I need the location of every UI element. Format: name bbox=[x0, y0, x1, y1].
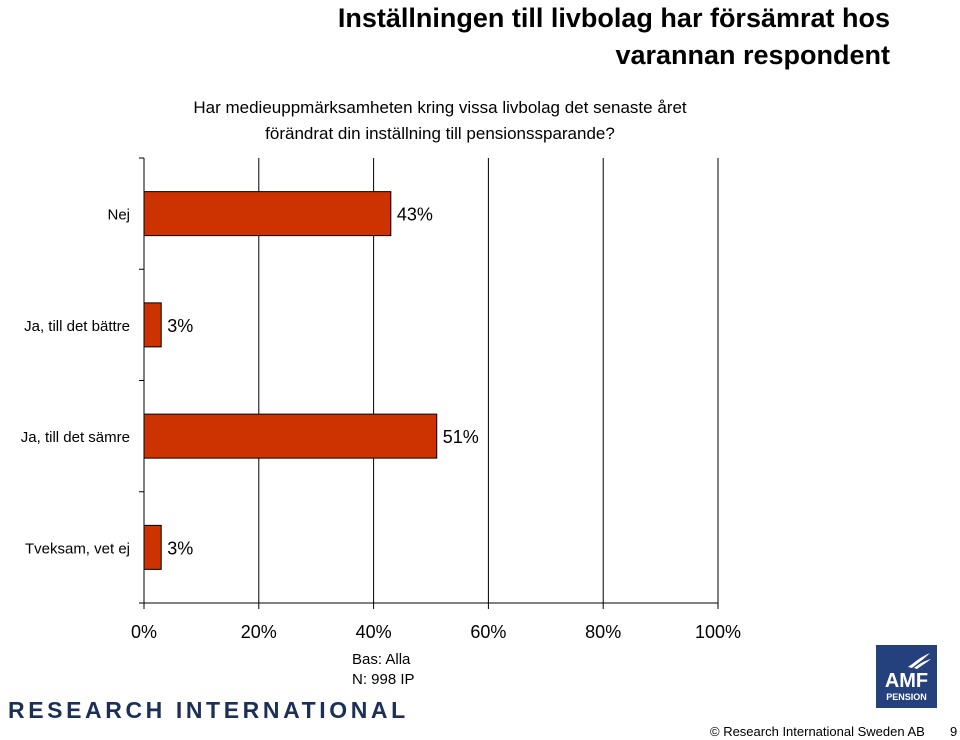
bar bbox=[143, 191, 392, 237]
category-label: Ja, till det sämre bbox=[21, 429, 130, 446]
base-line1: Bas: Alla bbox=[352, 651, 411, 668]
chart-subtitle-line1: Har medieuppmärksamheten kring vissa liv… bbox=[193, 98, 687, 117]
x-tick-label: 80% bbox=[585, 622, 621, 642]
value-label: 51% bbox=[443, 427, 479, 447]
x-tick-label: 60% bbox=[470, 622, 506, 642]
chart-title: Inställningen till livbolag har försämra… bbox=[130, 0, 890, 74]
chart-title-line1: Inställningen till livbolag har försämra… bbox=[337, 3, 890, 33]
base-line2: N: 998 IP bbox=[352, 671, 415, 688]
swoosh-icon bbox=[908, 653, 931, 669]
bar bbox=[143, 302, 162, 348]
page-number: 9 bbox=[950, 724, 958, 739]
chart-subtitle: Har medieuppmärksamheten kring vissa liv… bbox=[130, 95, 750, 147]
value-label: 3% bbox=[167, 316, 193, 336]
category-label: Nej bbox=[107, 207, 130, 224]
research-international-logo: RESEARCH INTERNATIONAL bbox=[8, 697, 409, 723]
x-tick-label: 100% bbox=[695, 622, 741, 642]
bar bbox=[143, 524, 162, 570]
value-label: 43% bbox=[397, 205, 433, 225]
category-label: Ja, till det bättre bbox=[24, 318, 130, 335]
x-tick-label: 0% bbox=[131, 622, 157, 642]
copyright-text: © Research International Sweden AB bbox=[710, 724, 925, 739]
value-label: 3% bbox=[167, 538, 193, 558]
x-tick-label: 40% bbox=[356, 622, 392, 642]
chart-title-line2: varannan respondent bbox=[615, 40, 890, 70]
amf-logo-subtext: PENSION bbox=[886, 692, 927, 702]
bar bbox=[143, 413, 438, 459]
category-label: Tveksam, vet ej bbox=[25, 540, 130, 557]
base-note: Bas: Alla N: 998 IP bbox=[352, 650, 415, 690]
amf-logo-text: AMF bbox=[884, 670, 929, 692]
amf-pension-logo: AMF PENSION bbox=[876, 645, 937, 708]
chart-subtitle-line2: förändrat din inställning till pensionss… bbox=[265, 124, 615, 143]
x-tick-label: 20% bbox=[241, 622, 277, 642]
